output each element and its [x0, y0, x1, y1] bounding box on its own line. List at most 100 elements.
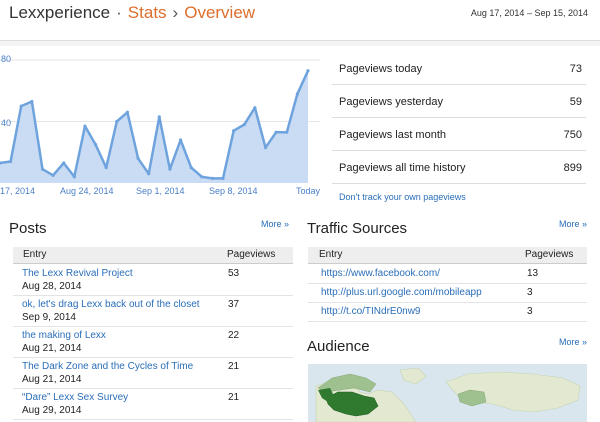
pageviews-point[interactable]: [178, 138, 183, 142]
map-country-usa-highlight: [325, 391, 379, 417]
x-tick-label: 17, 2014: [0, 186, 36, 196]
traffic-source-pageviews: 13: [527, 268, 539, 279]
post-date: Aug 21, 2014: [22, 343, 82, 354]
pageviews-point[interactable]: [200, 175, 204, 179]
traffic-more-link[interactable]: More »: [559, 219, 588, 229]
pageviews-point[interactable]: [263, 146, 268, 150]
audience-title: Audience: [307, 338, 370, 355]
stat-label: Pageviews yesterday: [339, 96, 443, 108]
pageviews-point[interactable]: [253, 106, 257, 110]
pageviews-point[interactable]: [62, 161, 66, 165]
traffic-source-row: http://plus.url.google.com/mobileapp 3: [308, 284, 587, 303]
map-landmass-greenland: [399, 367, 427, 385]
pageviews-point[interactable]: [210, 176, 215, 180]
stat-row-today: Pageviews today 73: [332, 52, 586, 85]
col-pageviews: Pageviews: [525, 249, 574, 260]
post-date: Aug 28, 2014: [22, 281, 82, 292]
post-pageviews: 21: [228, 392, 240, 403]
map-country-alaska: [318, 388, 334, 402]
pageviews-point[interactable]: [104, 166, 108, 170]
pageviews-point[interactable]: [274, 130, 278, 134]
traffic-source-pageviews: 3: [527, 306, 533, 317]
post-link[interactable]: The Dark Zone and the Cycles of Time: [22, 361, 194, 372]
pageviews-point[interactable]: [136, 156, 140, 160]
x-tick-label: Aug 24, 2014: [60, 186, 114, 196]
page-header: Lexxperience · Stats › Overview Aug 17, 2014…: [0, 0, 600, 41]
traffic-source-row: http://t.co/TINdrE0nw9 3: [308, 303, 587, 322]
post-date: Aug 29, 2014: [22, 405, 82, 416]
col-entry: Entry: [23, 249, 47, 260]
col-entry: Entry: [319, 249, 343, 260]
traffic-source-row: https://www.facebook.com/ 13: [308, 265, 587, 284]
pageviews-point[interactable]: [83, 124, 87, 128]
col-pageviews: Pageviews: [227, 249, 276, 260]
x-tick-label: Sep 1, 2014: [136, 186, 185, 196]
pageview-stats: Pageviews today 73 Pageviews yesterday 5…: [332, 52, 586, 184]
pageviews-point[interactable]: [30, 99, 34, 104]
post-row: The Lexx Revival Project Aug 28, 2014 53: [13, 265, 293, 296]
blog-name[interactable]: Lexxperience: [9, 3, 111, 22]
audience-world-map[interactable]: [308, 364, 587, 422]
pageviews-point[interactable]: [168, 167, 172, 171]
traffic-table-header: Entry Pageviews: [308, 247, 587, 264]
pageviews-point[interactable]: [242, 122, 246, 127]
pageviews-point[interactable]: [125, 110, 130, 114]
map-country-canada: [317, 373, 377, 393]
post-row: the making of Lexx Aug 21, 2014 22: [13, 327, 293, 358]
pageviews-point[interactable]: [189, 166, 193, 170]
dont-track-link[interactable]: Don't track your own pageviews: [339, 192, 466, 202]
stat-value: 750: [563, 129, 582, 141]
pageviews-point[interactable]: [72, 175, 76, 179]
pageviews-point[interactable]: [115, 119, 119, 124]
pageviews-point[interactable]: [157, 115, 161, 119]
post-pageviews: 37: [228, 299, 240, 310]
post-pageviews: 53: [228, 268, 240, 279]
map-country-europe: [457, 389, 487, 407]
post-row: The Dark Zone and the Cycles of Time Aug…: [13, 358, 293, 389]
stat-label: Pageviews all time history: [339, 162, 466, 174]
pageviews-point[interactable]: [306, 69, 310, 73]
pageviews-chart-svg: [0, 59, 320, 183]
stat-label: Pageviews last month: [339, 129, 446, 141]
breadcrumb-arrow: ›: [172, 3, 179, 22]
stat-label: Pageviews today: [339, 63, 423, 75]
post-link[interactable]: The Lexx Revival Project: [22, 268, 133, 279]
traffic-sources-title: Traffic Sources: [307, 220, 408, 237]
traffic-source-link[interactable]: https://www.facebook.com/: [321, 268, 440, 279]
stat-row-last-month: Pageviews last month 750: [332, 118, 586, 151]
post-pageviews: 21: [228, 361, 240, 372]
post-row: ok, let's drag Lexx back out of the clos…: [13, 296, 293, 327]
breadcrumb-separator: ·: [116, 3, 122, 22]
pageviews-point[interactable]: [9, 159, 13, 164]
posts-title: Posts: [9, 220, 47, 237]
pageviews-point[interactable]: [285, 130, 289, 134]
pageviews-point[interactable]: [295, 92, 299, 96]
stats-overview-card: 80 40 17, 2014 Aug 24, 2014 Sep 1, 2014 …: [0, 46, 600, 422]
breadcrumb: Lexxperience · Stats › Overview: [9, 3, 255, 23]
pageviews-point[interactable]: [40, 167, 45, 171]
pageviews-point[interactable]: [232, 129, 236, 133]
post-date: Aug 21, 2014: [22, 374, 82, 385]
date-range[interactable]: Aug 17, 2014 – Sep 15, 2014: [470, 8, 588, 18]
posts-more-link[interactable]: More »: [261, 219, 290, 229]
post-link[interactable]: “Dare” Lexx Sex Survey: [22, 392, 129, 403]
post-row: “Dare” Lexx Sex Survey Aug 29, 2014 21: [13, 389, 293, 420]
pageviews-point[interactable]: [0, 161, 2, 165]
post-pageviews: 22: [228, 330, 240, 341]
posts-table-header: Entry Pageviews: [13, 247, 293, 264]
y-tick-label: 80: [1, 54, 12, 64]
audience-more-link[interactable]: More »: [559, 337, 588, 347]
pageviews-point[interactable]: [51, 173, 55, 177]
pageviews-point[interactable]: [93, 142, 98, 147]
stat-row-all-time: Pageviews all time history 899: [332, 151, 586, 184]
pageviews-point[interactable]: [19, 104, 23, 108]
pageviews-area: [0, 70, 308, 183]
pageviews-point[interactable]: [147, 172, 151, 176]
post-link[interactable]: ok, let's drag Lexx back out of the clos…: [22, 299, 200, 310]
traffic-source-link[interactable]: http://t.co/TINdrE0nw9: [321, 306, 421, 317]
pageviews-point[interactable]: [221, 176, 225, 180]
post-date: Sep 9, 2014: [22, 312, 76, 323]
traffic-source-link[interactable]: http://plus.url.google.com/mobileapp: [321, 287, 482, 298]
breadcrumb-stats[interactable]: Stats: [127, 3, 167, 22]
post-link[interactable]: the making of Lexx: [22, 330, 106, 341]
